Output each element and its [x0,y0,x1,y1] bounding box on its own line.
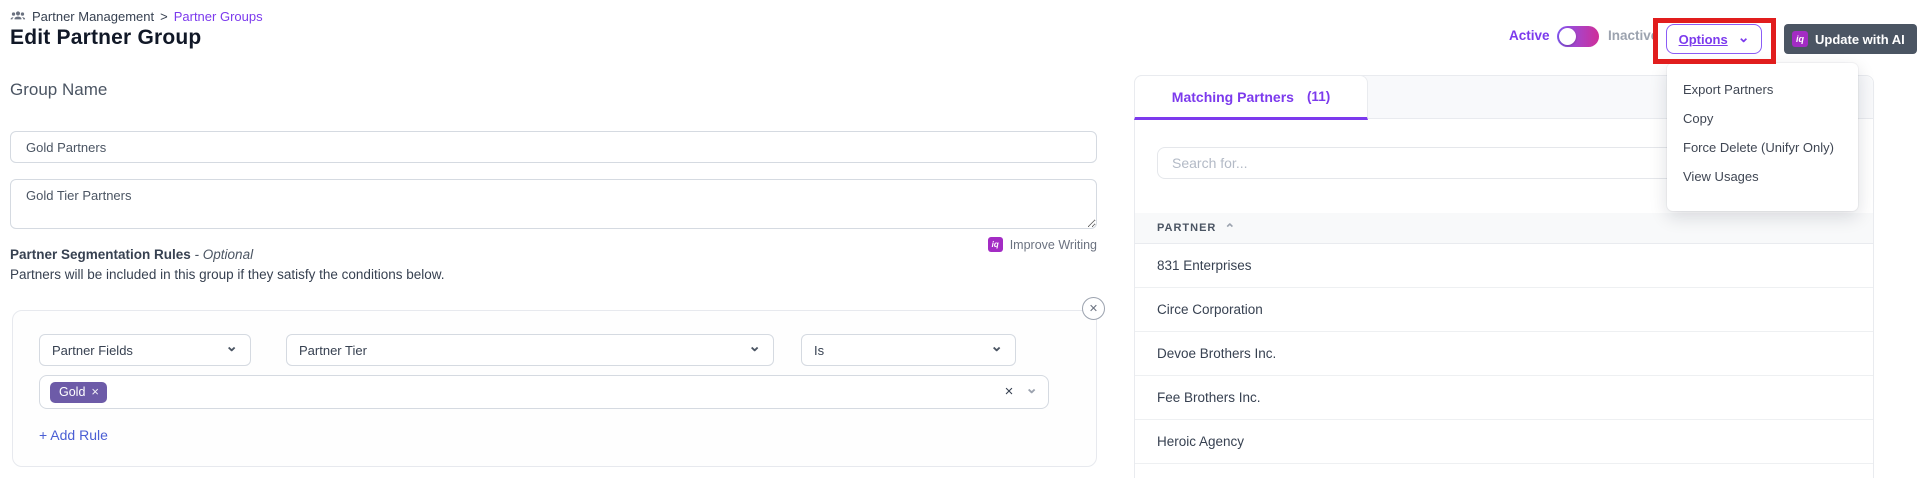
rule-attribute-select[interactable]: Partner Tier ⌄ [286,334,774,366]
options-button-label: Options [1678,31,1728,47]
table-row: Devoe Brothers Inc. [1135,332,1873,376]
table-row: Circe Corporation [1135,288,1873,332]
menu-item-view-usages[interactable]: View Usages [1683,169,1759,184]
breadcrumb-partner-groups-link[interactable]: Partner Groups [173,8,263,24]
menu-item-export-partners[interactable]: Export Partners [1683,82,1774,97]
segmentation-rules-title-text: Partner Segmentation Rules [10,247,191,262]
rule-operator-select[interactable]: Is ⌄ [801,334,1016,366]
active-label: Active [1509,28,1550,43]
add-rule-link[interactable]: + Add Rule [39,427,108,443]
iq-logo-icon: iq [1792,31,1808,47]
partner-column-label: PARTNER [1157,222,1217,234]
chevron-down-icon: ⌄ [748,338,761,355]
chevron-down-icon: ⌄ [225,338,238,355]
breadcrumb: Partner Management > Partner Groups [10,8,263,24]
sort-ascending-icon: ⌃ [1224,221,1236,236]
rule-group-card: Partner Fields ⌄ Partner Tier ⌄ Is ⌄ Gol… [12,310,1097,467]
rule-field-select-value: Partner Fields [52,342,133,358]
rule-field-select[interactable]: Partner Fields ⌄ [39,334,251,366]
rule-operator-select-value: Is [814,342,825,358]
value-tag-label: Gold [59,384,86,399]
segmentation-rules-subtitle: Partners will be included in this group … [10,267,445,282]
chevron-down-icon: ⌄ [1737,29,1750,45]
partner-column-header[interactable]: PARTNER ⌃ [1135,213,1873,244]
rule-attribute-select-value: Partner Tier [299,342,367,358]
rule-value-multiselect[interactable]: Gold × × ⌄ [39,375,1049,409]
tab-matching-partners-label: Matching Partners [1171,88,1294,105]
toggle-knob [1559,28,1576,45]
chevron-down-icon[interactable]: ⌄ [1025,380,1038,397]
segmentation-rules-title: Partner Segmentation Rules - Optional [10,247,253,262]
page-title: Edit Partner Group [10,26,202,49]
group-description-textarea[interactable]: Gold Tier Partners [10,179,1097,229]
tab-matching-partners-count: (11) [1306,89,1331,104]
remove-tag-icon[interactable]: × [91,384,99,399]
menu-item-copy[interactable]: Copy [1683,111,1714,126]
improve-writing-label: Improve Writing [1009,237,1097,252]
active-inactive-toggle[interactable] [1557,26,1599,47]
breadcrumb-section: Partner Management [32,8,155,24]
remove-rule-group-button[interactable]: ✕ [1082,297,1105,320]
menu-item-force-delete[interactable]: Force Delete (Unifyr Only) [1683,140,1834,155]
table-row: Fee Brothers Inc. [1135,376,1873,420]
update-with-ai-button[interactable]: iq Update with AI [1784,24,1917,54]
options-button[interactable]: Options ⌄ [1666,24,1762,54]
value-tag-gold: Gold × [50,381,107,403]
table-row: Heroic Agency [1135,420,1873,464]
chevron-down-icon: ⌄ [990,338,1003,355]
improve-writing-button[interactable]: iq Improve Writing [0,237,1097,252]
table-row: 831 Enterprises [1135,244,1873,288]
update-with-ai-label: Update with AI [1815,31,1905,47]
inactive-label: Inactive [1608,28,1659,43]
group-name-label: Group Name [10,80,108,99]
group-name-input[interactable] [10,131,1097,163]
tab-matching-partners[interactable]: Matching Partners (11) [1134,75,1368,120]
options-dropdown-menu: Export Partners Copy Force Delete (Unify… [1667,63,1858,211]
breadcrumb-separator: > [160,8,168,24]
users-group-icon [10,8,26,24]
segmentation-rules-optional-text: - Optional [190,247,254,262]
clear-selection-icon[interactable]: × [1004,383,1014,400]
iq-logo-icon: iq [987,237,1003,252]
partners-table: PARTNER ⌃ 831 Enterprises Circe Corporat… [1135,213,1873,464]
